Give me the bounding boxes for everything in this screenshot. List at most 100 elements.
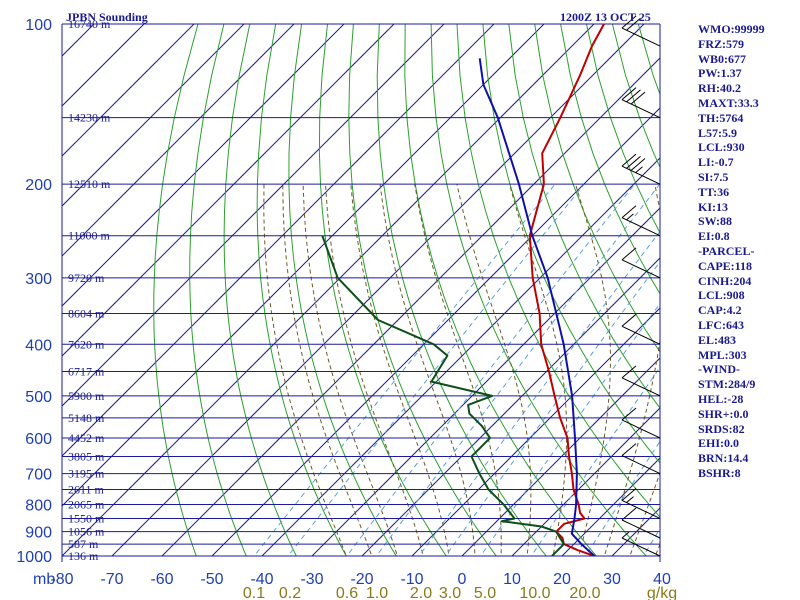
isotherm-line (62, 24, 595, 556)
mixing-ratio-tick-labels: 0.1 0.2 0.6 1.0 2.0 3.0 5.0 10.0 20.0 g/kg (243, 585, 677, 600)
dry-adiabat-line (560, 24, 660, 295)
dry-adiabat-line (318, 24, 447, 556)
mixing-ratio-tick-label: 20.0 (569, 585, 600, 600)
isotherm-line (111, 24, 645, 556)
moist-adiabat-line (325, 184, 424, 556)
moist-adiabats (263, 183, 660, 556)
height-label: 14230 m (68, 111, 111, 125)
index-row: KI:13 (698, 199, 728, 214)
temperature-tick-label: -10 (400, 571, 423, 588)
mixing-ratio-tick-label: 0.1 (243, 585, 265, 600)
mixing-ratio-line (253, 183, 556, 556)
temperature-tick-label: -20 (350, 571, 373, 588)
index-row: RH:40.2 (698, 81, 741, 96)
isotherm-line (62, 24, 495, 457)
index-row: TH:5764 (698, 110, 744, 125)
dry-adiabat-line (348, 24, 497, 556)
isotherm-line (62, 24, 195, 157)
pressure-tick-label: 800 (25, 497, 52, 514)
isotherm-line (561, 457, 660, 556)
index-row: EI:0.8 (698, 229, 730, 244)
pressure-tick-label: 600 (25, 431, 52, 448)
isotherm-lines (62, 24, 660, 556)
index-row: CAP:4.2 (698, 303, 742, 318)
index-row: SW:88 (698, 214, 733, 229)
height-label: 2065 m (68, 497, 105, 511)
mixing-ratio-tick-label: 10.0 (519, 585, 550, 600)
index-row: HEL:-28 (698, 391, 744, 406)
index-row: BRN:14.4 (698, 451, 749, 466)
index-row: L57:5.9 (698, 125, 737, 140)
dry-adiabat-line (223, 24, 297, 556)
indices-panel: WMO:99999 FRZ:579 WB0:677 PW:1.37 RH:40.2 MAX… (698, 22, 798, 481)
dry-adiabat-line (189, 24, 247, 556)
temperature-tick-label: 30 (603, 571, 621, 588)
height-label: 12510 m (68, 177, 111, 191)
moist-adiabat-line (456, 183, 532, 556)
wind-barb (621, 205, 661, 237)
height-labels: 16740 m 14230 m 12510 m 11000 m 9720 m 8604 m… (68, 17, 111, 563)
mixing-ratio-line (585, 440, 660, 556)
index-row: WMO:99999 (698, 22, 765, 36)
pressure-tick-label: 500 (25, 389, 52, 406)
mixing-ratio-tick-label: 0.6 (336, 585, 358, 600)
wind-barb (621, 247, 661, 279)
temperature-tick-label: -30 (300, 571, 323, 588)
dewpoint-profile (321, 235, 565, 556)
index-row: MAXT:33.3 (698, 95, 759, 110)
height-label: 2611 m (68, 483, 105, 497)
dry-adiabat-line (508, 24, 660, 409)
parcel-profile (478, 58, 596, 556)
isotherm-line (62, 24, 395, 357)
pressure-tick-labels: 100 200 300 400 500 600 700 800 900 1000 (16, 17, 52, 566)
wind-barb (621, 313, 661, 345)
temperature-tick-label: 0 (458, 571, 467, 588)
temperature-tick-label: 10 (503, 571, 521, 588)
wind-barb (621, 87, 661, 119)
dry-adiabat-line (404, 24, 597, 556)
mixing-ratio-line (444, 261, 660, 556)
isotherm-line (161, 57, 660, 556)
index-row: STM:284/9 (698, 377, 756, 392)
height-label: 4452 m (68, 431, 105, 445)
index-row: SRDS:82 (698, 421, 745, 436)
pressure-tick-label: 300 (25, 271, 52, 288)
isobar-lines (61, 23, 661, 562)
isotherm-line (261, 157, 660, 556)
moist-adiabat-line (379, 184, 476, 556)
mixing-ratio-tick-label: 0.2 (279, 585, 301, 600)
isotherm-line (461, 357, 660, 556)
index-row: LCL:930 (698, 140, 745, 155)
wind-barb (621, 488, 661, 519)
index-row: LI:-0.7 (698, 155, 734, 170)
chart-time: 1200Z 13 OCT 25 (560, 10, 651, 24)
index-row: CINH:204 (698, 273, 752, 288)
height-label: 11000 m (68, 229, 111, 243)
mixing-ratio-line (375, 183, 660, 556)
wind-barb (621, 15, 661, 47)
wind-barb (621, 365, 661, 397)
index-row: EL:483 (698, 332, 737, 347)
isotherm-line (411, 307, 660, 556)
moist-adiabat-line (603, 184, 660, 556)
temperature-tick-labels: -80 -70 -60 -50 -40 -30 -20 -10 0 10 20 30 40 (50, 571, 671, 588)
isotherm-line (361, 257, 660, 556)
mixing-ratio-line (479, 302, 660, 556)
isotherm-line (62, 24, 445, 407)
moist-adiabat-line (629, 471, 660, 556)
isotherm-line (62, 24, 545, 507)
pressure-tick-label: 200 (25, 177, 52, 194)
index-row: WB0:677 (698, 51, 746, 66)
height-label: 587 m (68, 537, 99, 551)
height-label: 3805 m (68, 449, 105, 463)
wind-barbs (621, 15, 661, 557)
wind-barb (621, 153, 661, 185)
pressure-unit-label: mb (33, 571, 55, 588)
mixing-ratio-tick-label: g/kg (647, 585, 677, 600)
wind-barb (621, 407, 661, 439)
dry-adiabat-line (376, 24, 547, 556)
mixing-ratio-tick-label: 5.0 (474, 585, 496, 600)
pressure-tick-label: 100 (25, 17, 52, 34)
dry-adiabat-line (430, 24, 647, 556)
